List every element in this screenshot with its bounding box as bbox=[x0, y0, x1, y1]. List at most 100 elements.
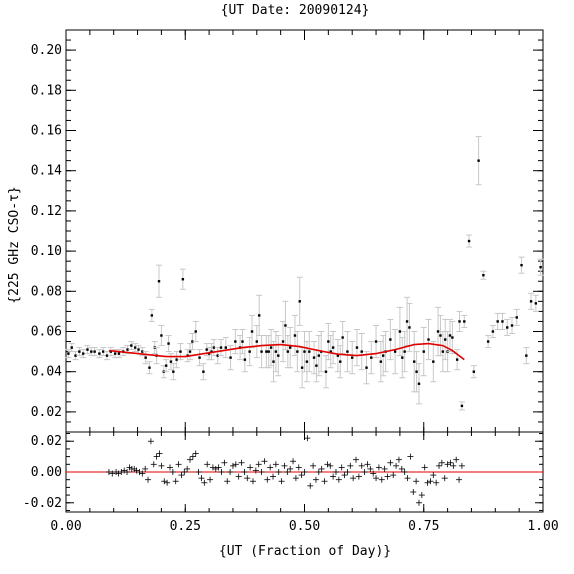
data-point bbox=[265, 350, 268, 353]
data-point bbox=[70, 346, 73, 349]
residual-point bbox=[321, 478, 328, 485]
data-point bbox=[102, 350, 105, 353]
data-point bbox=[403, 350, 406, 353]
data-point-group bbox=[179, 268, 186, 290]
data-point bbox=[401, 356, 404, 359]
residual-point bbox=[136, 469, 143, 475]
data-point-group bbox=[528, 292, 535, 310]
residual-point bbox=[238, 459, 245, 466]
residual-point bbox=[247, 464, 254, 471]
residual-point bbox=[252, 467, 259, 474]
data-point-group bbox=[518, 256, 525, 274]
residual-point bbox=[249, 478, 256, 485]
data-point bbox=[408, 326, 411, 329]
residual-point bbox=[195, 469, 202, 475]
residual-point bbox=[387, 459, 394, 466]
data-point-group bbox=[349, 341, 356, 375]
data-point bbox=[117, 352, 121, 355]
residual-point bbox=[281, 462, 288, 469]
data-point bbox=[393, 350, 397, 353]
residual-point bbox=[438, 459, 445, 466]
data-point bbox=[188, 350, 192, 353]
resid-y-tick-label: 0.02 bbox=[31, 434, 62, 449]
residual-point bbox=[133, 467, 140, 474]
data-point-group bbox=[173, 351, 180, 369]
residual-point bbox=[261, 458, 268, 465]
data-point-group bbox=[353, 328, 360, 367]
residual-point bbox=[150, 461, 157, 468]
data-point bbox=[329, 350, 332, 353]
data-point bbox=[205, 348, 208, 351]
data-point bbox=[444, 338, 447, 341]
data-point-group bbox=[76, 347, 83, 357]
residual-point bbox=[209, 464, 216, 471]
data-point-group bbox=[165, 335, 172, 353]
residual-point bbox=[267, 464, 274, 471]
data-point bbox=[415, 370, 418, 373]
residual-point bbox=[307, 482, 314, 489]
data-point bbox=[501, 320, 504, 323]
residual-point bbox=[178, 472, 185, 479]
residual-point bbox=[224, 478, 231, 485]
residual-point bbox=[427, 478, 434, 485]
data-point bbox=[467, 239, 471, 243]
data-point bbox=[157, 280, 161, 283]
data-point-group bbox=[466, 234, 473, 248]
residual-point bbox=[192, 450, 199, 457]
residual-panel: 0.00 0.25 0.50 0.75 1.00 0.02 0.00 -0.02 bbox=[23, 431, 559, 534]
residual-point bbox=[381, 465, 388, 472]
data-point bbox=[150, 314, 154, 317]
data-point-group bbox=[232, 328, 239, 355]
data-point-group bbox=[196, 349, 203, 367]
data-point bbox=[255, 340, 258, 343]
residual-point bbox=[292, 475, 299, 482]
data-point-group bbox=[358, 333, 365, 371]
residual-point bbox=[418, 492, 425, 499]
data-point bbox=[286, 350, 290, 353]
data-point-group bbox=[96, 349, 103, 359]
residual-point bbox=[361, 469, 368, 475]
data-point-group bbox=[330, 331, 337, 365]
residual-point bbox=[390, 472, 397, 479]
data-point bbox=[202, 370, 205, 373]
data-point bbox=[172, 370, 175, 373]
data-point-group bbox=[489, 324, 496, 339]
data-point bbox=[515, 316, 518, 319]
data-point bbox=[105, 354, 109, 357]
data-point-group bbox=[156, 264, 163, 298]
residual-point bbox=[301, 469, 308, 475]
data-point bbox=[133, 346, 137, 349]
residual-point bbox=[255, 461, 262, 468]
data-point bbox=[113, 352, 117, 355]
y-tick-label: 0.14 bbox=[31, 164, 62, 179]
data-point-group bbox=[294, 331, 301, 373]
residual-point bbox=[344, 469, 351, 475]
residual-point bbox=[198, 475, 205, 482]
residual-point bbox=[235, 473, 242, 480]
data-point bbox=[224, 346, 227, 349]
residual-point bbox=[364, 461, 371, 468]
residual-point bbox=[105, 469, 112, 475]
residual-point bbox=[424, 479, 431, 486]
data-point bbox=[298, 300, 301, 303]
data-point-group bbox=[214, 347, 221, 365]
data-point bbox=[327, 340, 330, 343]
residual-point bbox=[415, 499, 422, 506]
data-point-group bbox=[210, 339, 217, 357]
data-point bbox=[248, 350, 251, 353]
data-point bbox=[267, 350, 270, 353]
residual-point bbox=[421, 464, 428, 471]
data-point-group bbox=[100, 347, 107, 357]
residual-point bbox=[142, 465, 149, 472]
data-point bbox=[312, 356, 316, 359]
data-point-group bbox=[306, 331, 313, 373]
residual-point bbox=[227, 469, 234, 475]
residual-point bbox=[355, 473, 362, 480]
residual-point bbox=[124, 469, 131, 475]
data-point-group bbox=[368, 341, 375, 375]
data-point bbox=[241, 340, 244, 343]
residual-point bbox=[229, 462, 236, 469]
y-tick-label: 0.04 bbox=[31, 365, 62, 380]
residual-point bbox=[450, 462, 457, 469]
data-point bbox=[331, 346, 335, 349]
